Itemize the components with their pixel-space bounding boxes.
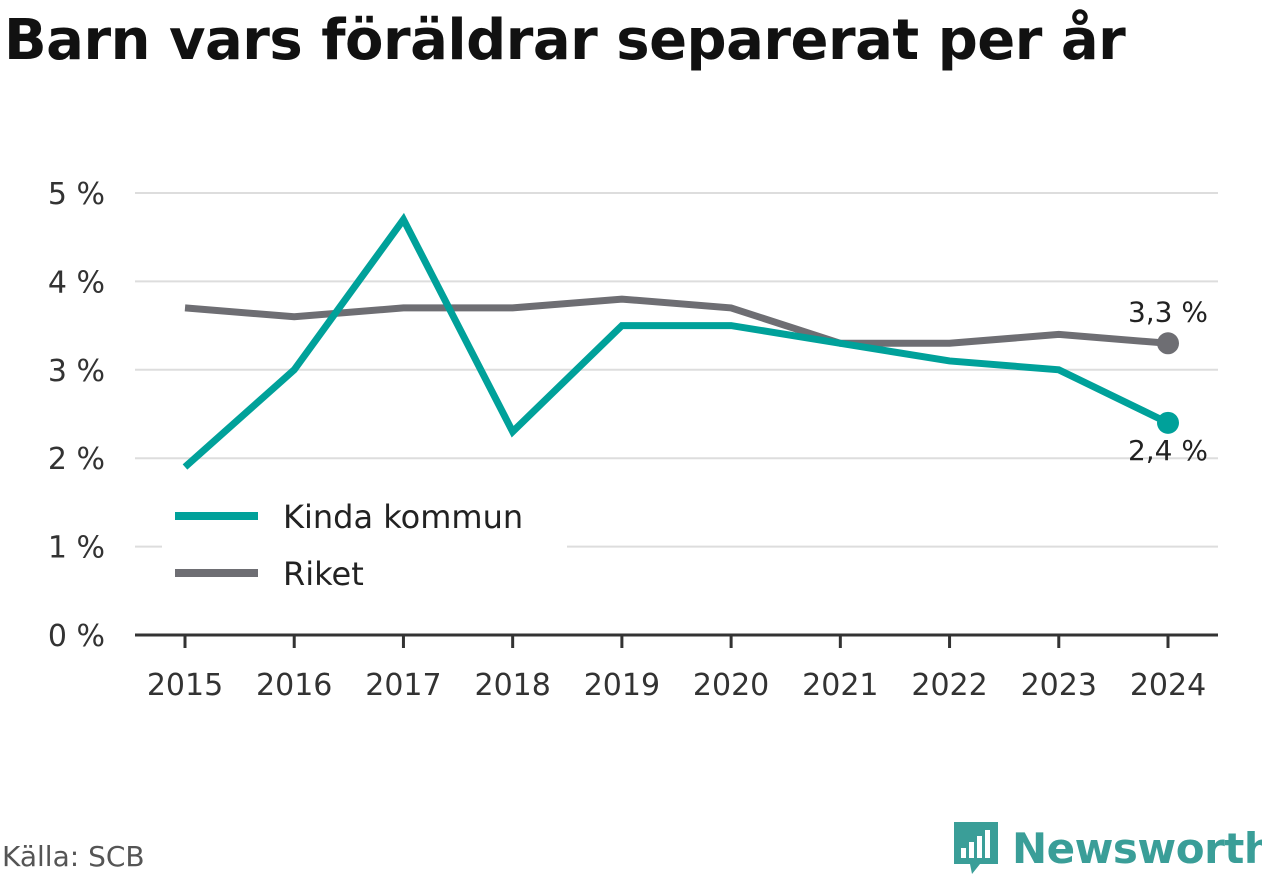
y-tick-label: 2 % xyxy=(48,442,105,477)
x-tick-label: 2023 xyxy=(1021,668,1097,703)
x-tick-label: 2022 xyxy=(911,668,987,703)
y-axis-ticks: 0 % 1 % 2 % 3 % 4 % 5 % xyxy=(48,177,105,654)
end-value-label: 2,4 % xyxy=(1128,434,1208,467)
end-markers: 2,4 % 3,3 % xyxy=(1128,295,1208,467)
x-tick-label: 2017 xyxy=(365,668,441,703)
x-tick-label: 2015 xyxy=(147,668,223,703)
series-line-riket xyxy=(184,295,1169,347)
x-tick-label: 2018 xyxy=(474,668,550,703)
x-axis-ticks: 2015 2016 2017 2018 2019 2020 2021 2022 2023 2024 xyxy=(147,635,1206,703)
source-note: Källa: SCB xyxy=(2,840,145,873)
legend-label: Kinda kommun xyxy=(283,498,523,536)
brand-name: Newsworthy xyxy=(1012,823,1262,873)
legend-background xyxy=(162,493,567,548)
y-tick-label: 1 % xyxy=(48,531,105,566)
y-tick-label: 3 % xyxy=(48,354,105,389)
chart-title: Barn vars föräldrar separerat per år xyxy=(4,8,1126,73)
x-tick-label: 2024 xyxy=(1130,668,1206,703)
series-line-kinda xyxy=(182,212,1170,470)
legend: Kinda kommun Riket xyxy=(162,493,567,593)
end-value-label: 3,3 % xyxy=(1128,295,1208,328)
legend-label: Riket xyxy=(283,555,364,593)
x-tick-label: 2019 xyxy=(584,668,660,703)
series-lines xyxy=(182,212,1170,470)
x-tick-label: 2020 xyxy=(693,668,769,703)
y-tick-label: 4 % xyxy=(48,265,105,300)
end-point-marker xyxy=(1157,411,1179,434)
x-tick-label: 2021 xyxy=(802,668,878,703)
brand-logo: Newsworthy xyxy=(950,818,1262,878)
y-tick-label: 0 % xyxy=(48,619,105,654)
end-point-marker xyxy=(1157,332,1179,355)
x-tick-label: 2016 xyxy=(256,668,332,703)
y-tick-label: 5 % xyxy=(48,177,105,212)
newsworthy-logo-icon xyxy=(954,822,998,874)
